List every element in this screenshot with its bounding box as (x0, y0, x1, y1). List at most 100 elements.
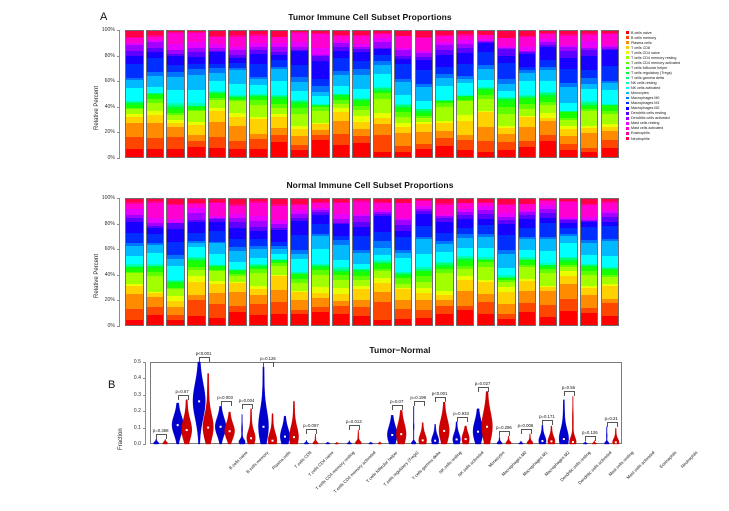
violin-normal (526, 433, 534, 445)
bar-segment (126, 209, 143, 216)
bar-segment (312, 203, 329, 208)
bar-segment (291, 150, 308, 157)
bar-segment (539, 316, 557, 325)
bar-segment (539, 265, 557, 267)
legend-label: Eosinophils (630, 131, 650, 136)
legend-swatch (626, 86, 629, 90)
violin-median-marker (219, 425, 222, 428)
bar-segment (415, 109, 432, 111)
violin-normal (461, 425, 470, 445)
bar-segment (167, 90, 184, 104)
violin-tumor (538, 424, 547, 445)
y-axis-tick-label: 0% (107, 155, 116, 161)
bar-segment (126, 221, 143, 234)
bar-segment (146, 148, 164, 157)
bar-segment (518, 239, 536, 251)
bar-segment (291, 108, 308, 114)
bar-segment (560, 112, 577, 119)
violin-normal (202, 373, 214, 445)
bar-segment (601, 315, 619, 325)
bar-segment (580, 31, 598, 34)
bar-segment (539, 266, 557, 270)
bar-segment (229, 271, 246, 275)
bar-segment (188, 221, 205, 233)
bar-segment (539, 91, 557, 93)
bar-segment (415, 236, 432, 239)
bar-segment (415, 38, 432, 52)
violin-tumor (496, 436, 503, 445)
bar-segment (332, 58, 350, 71)
bar-segment (436, 217, 453, 223)
bar-segment (167, 266, 184, 280)
pvalue-bracket (263, 361, 275, 367)
bar-segment (312, 135, 329, 141)
bar-segment (394, 276, 412, 279)
bar-segment (353, 31, 370, 35)
legend-label: T cells regulatory (Tregs) (630, 70, 672, 75)
bar-segment (477, 302, 494, 315)
bar-segment (436, 266, 453, 270)
pvalue-bracket (499, 431, 511, 437)
axis-tick (143, 411, 146, 413)
bar-segment (229, 270, 246, 271)
bar-segment (270, 31, 288, 38)
bar-segment (560, 118, 577, 120)
bar-segment (456, 99, 474, 102)
violin-median-marker (550, 440, 553, 443)
bar-segment (229, 250, 246, 263)
bar-segment (498, 287, 515, 293)
bar-segment (394, 318, 412, 325)
bar-segment (250, 265, 267, 266)
pvalue-label: p=0.126 (581, 429, 598, 435)
bar-segment (560, 129, 577, 136)
bar-segment (436, 300, 453, 306)
bar-segment (291, 47, 308, 51)
bar-segment (539, 269, 557, 274)
y-axis-tick-label: 40% (104, 103, 115, 110)
stacked-bar (166, 198, 185, 326)
bar-segment (188, 52, 205, 57)
bar-segment (250, 95, 267, 97)
bar-segment (539, 237, 557, 239)
normal-y-axis: 0% 20% 40% 60% 80% 100% (102, 195, 120, 329)
bar-segment (146, 115, 164, 123)
bar-segment (436, 121, 453, 123)
bar-segment (415, 318, 432, 325)
bar-segment (250, 315, 267, 325)
bar-segment (229, 67, 246, 71)
violin-iqr-box (336, 443, 338, 445)
bar-segment (601, 284, 619, 286)
violin-tumor (238, 414, 246, 445)
bar-segment (498, 113, 515, 127)
stacked-bar (517, 198, 537, 326)
bar-segment (126, 108, 143, 115)
bar-segment (580, 203, 598, 205)
bar-segment (167, 203, 184, 206)
bar-segment (126, 271, 143, 273)
bar-segment (498, 97, 515, 98)
bar-segment (188, 199, 205, 203)
bar-segment (456, 47, 474, 54)
bar-segment (560, 227, 577, 234)
bar-segment (126, 42, 143, 46)
bar-segment (291, 31, 308, 33)
bar-segment (167, 120, 184, 123)
bar-segment (208, 50, 226, 53)
bar-segment (353, 271, 370, 276)
bar-segment (188, 243, 205, 248)
bar-segment (601, 103, 619, 105)
bar-segment (415, 199, 432, 201)
tumor-stacked-bar-chart: Tumor Immune Cell Subset Proportions Rel… (0, 0, 729, 170)
bar-segment (188, 48, 205, 53)
bar-segment (477, 43, 494, 52)
pvalue-bracket (585, 435, 597, 441)
bar-segment (208, 304, 226, 319)
bar-segment (580, 147, 598, 152)
bar-segment (208, 31, 226, 36)
legend-swatch (626, 31, 629, 34)
bar-segment (270, 302, 288, 315)
bar-segment (601, 222, 619, 226)
bar-segment (580, 111, 598, 126)
bar-segment (229, 292, 246, 306)
bar-segment (332, 100, 350, 105)
